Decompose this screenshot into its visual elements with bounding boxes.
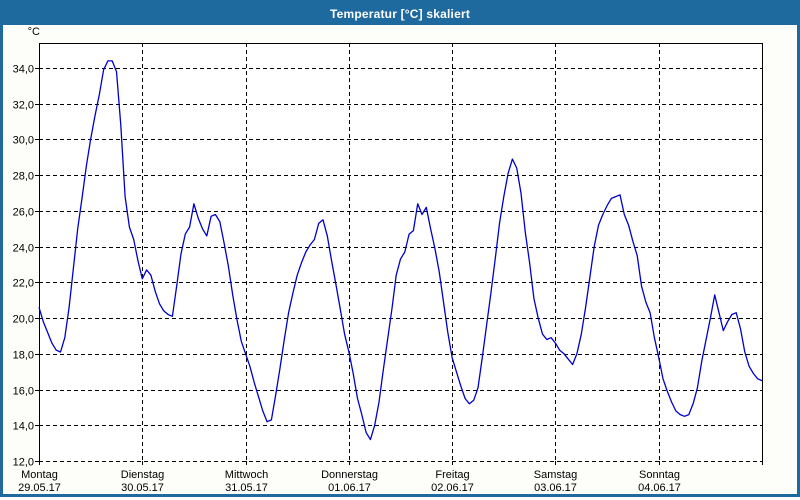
x-day-label: Dienstag [121, 469, 164, 481]
y-tick-label: 32,0 [13, 100, 34, 112]
grid-lines [39, 43, 762, 462]
x-day-label: Sonntag [639, 469, 680, 481]
window-title: Temperatur [°C] skaliert [329, 7, 471, 21]
axis-labels: 34,0 32,0 30,0 28,0 26,0 24,0 22,0 20,0 18,0 16,0… [13, 26, 681, 494]
x-day-label: Montag [21, 469, 58, 481]
temperature-line [38, 60, 763, 441]
y-tick-label: 12,0 [13, 457, 34, 469]
y-tick-label: 34,0 [13, 64, 34, 76]
x-day-label: Donnerstag [321, 469, 378, 481]
window-title-bar: Temperatur [°C] skaliert [3, 3, 797, 25]
x-date-label: 30.05.17 [121, 482, 164, 494]
x-day-label: Freitag [435, 469, 469, 481]
y-tick-label: 18,0 [13, 350, 34, 362]
y-axis-unit-label: °C [28, 26, 40, 38]
axis-frame [35, 43, 763, 465]
y-tick-label: 22,0 [13, 278, 34, 290]
x-date-label: 04.06.17 [638, 482, 681, 494]
y-tick-label: 14,0 [13, 421, 34, 433]
x-date-label: 31.05.17 [225, 482, 268, 494]
plot-background [39, 43, 762, 461]
x-date-label: 29.05.17 [18, 482, 61, 494]
x-day-label: Mittwoch [225, 469, 268, 481]
y-tick-label: 28,0 [13, 171, 34, 183]
x-date-label: 01.06.17 [328, 482, 371, 494]
x-date-label: 02.06.17 [431, 482, 474, 494]
x-date-label: 03.06.17 [534, 482, 577, 494]
y-tick-label: 16,0 [13, 386, 34, 398]
x-day-label: Samstag [534, 469, 577, 481]
y-tick-label: 20,0 [13, 314, 34, 326]
y-tick-label: 24,0 [13, 243, 34, 255]
y-tick-label: 26,0 [13, 207, 34, 219]
y-tick-label: 30,0 [13, 135, 34, 147]
